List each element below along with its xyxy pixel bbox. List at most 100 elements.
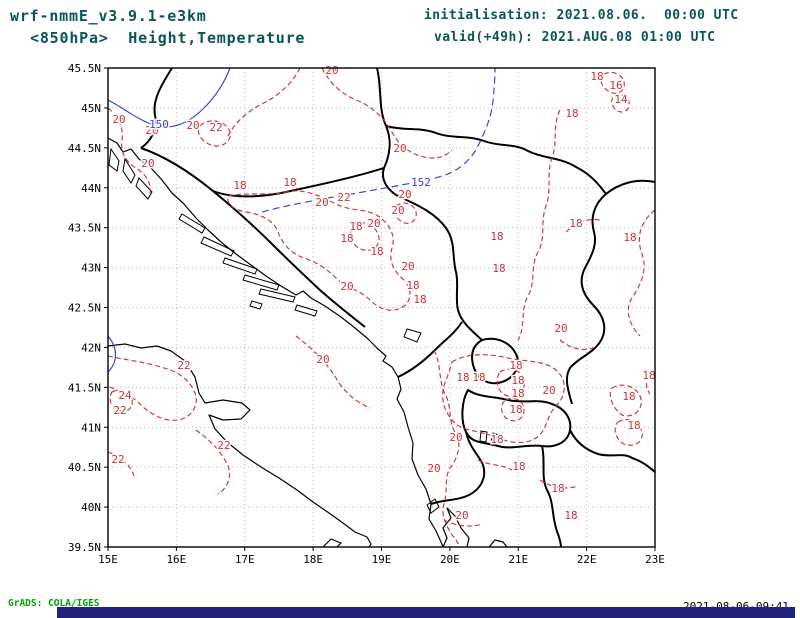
temp-contour [442,354,565,444]
border-path [569,429,656,473]
lat-tick-label: 39.5N [68,541,101,554]
temp-contour [109,389,133,412]
coastline-east-adriatic [107,137,444,548]
lat-tick-label: 43.5N [68,222,101,235]
lake-prespa [490,432,500,445]
temperature-contours [107,67,656,548]
temp-contour-label: 18 [456,371,469,384]
lat-tick-label: 41.5N [68,381,101,394]
country-borders [140,67,656,548]
island [200,236,235,257]
temp-contour [393,202,417,224]
temp-contour-label: 20 [325,64,338,77]
temp-contour-label: 18 [283,176,296,189]
temp-contour-label: 18 [623,231,636,244]
temp-contour-label: 18 [490,230,503,243]
temp-contour-label: 20 [449,431,462,444]
island [135,177,153,200]
lat-tick-label: 45.5N [68,62,101,75]
temp-contour-label: 18 [551,482,564,495]
temp-contour [443,519,483,527]
temp-contour-label: 20 [398,188,411,201]
temp-contour-label: 18 [406,279,419,292]
height-contour-150 [107,67,231,128]
height-contours [107,67,496,373]
temp-contour [614,419,643,446]
coastline-italy [107,343,372,548]
coastlines [107,137,508,548]
lon-tick-label: 22E [577,553,597,566]
temp-contour-label: 18 [627,419,640,432]
temp-contour-label: 20 [542,384,555,397]
lake-ohrid [479,430,488,443]
temp-contour [227,190,411,311]
temp-contour-label: 18 [472,371,485,384]
temp-contour-label: 20 [455,509,468,522]
border-path [430,431,486,505]
island [242,274,280,291]
temp-contour [321,67,453,159]
temp-contour-label: 18 [642,369,655,382]
island-corfu [426,498,440,514]
temp-contour-label: 20 [427,462,440,475]
island [222,257,258,275]
height-contour-152 [261,67,496,213]
temp-contour-label: 14 [614,93,628,106]
temp-contour-label: 22 [177,359,190,372]
temp-contour-label: 18 [509,403,522,416]
temp-contour-label: 18 [512,460,525,473]
lake-skadar [403,328,422,343]
temp-contour-label: 18 [413,293,426,306]
temp-contour-label: 18 [622,390,635,403]
window-edge-bar [57,607,795,618]
temp-contour [517,109,561,341]
lon-tick-label: 17E [235,553,255,566]
temp-contour-label: 20 [145,124,158,137]
temp-contour-label: 18 [340,232,353,245]
border-path [397,321,463,378]
coastline-greece-2 [488,539,508,548]
temp-contour [611,94,630,113]
temp-contour-label: 22 [337,191,350,204]
island [249,300,263,310]
lat-tick-label: 45N [81,102,101,115]
island [108,147,120,172]
temp-contour-label: 18 [349,220,362,233]
temp-contour [350,221,380,251]
lat-tick-label: 43N [81,262,101,275]
lon-tick-label: 19E [372,553,392,566]
coastline-greece [442,507,470,548]
border-path [471,337,520,385]
temp-contour [645,369,656,395]
temp-contour-label: 20 [315,196,328,209]
temp-contour [559,339,599,350]
temp-contour-label: 20 [340,280,353,293]
island [258,288,296,303]
temp-contour-label: 20 [112,113,125,126]
temp-contour-label: 22 [209,121,222,134]
border-path [140,67,173,149]
border-path [565,179,656,405]
grads-credit: GrADS: COLA/IGES [8,598,100,609]
lat-tick-label: 44.5N [68,142,101,155]
temp-contour [107,107,151,195]
temp-contour [195,429,231,495]
temp-contour [107,451,135,477]
height-contour-left [107,335,117,373]
temp-contour-label: 18 [370,245,383,258]
temp-contour-label: 22 [111,453,124,466]
lat-tick-label: 40N [81,501,101,514]
temp-contour-label: 18 [509,359,522,372]
lon-tick-label: 16E [166,553,186,566]
temp-contour [477,459,513,471]
lon-tick-label: 23E [645,553,665,566]
map-frame [107,67,656,548]
temp-contour-label: 20 [391,204,404,217]
temp-contour-label: 16 [609,79,622,92]
model-title: wrf-nmmE_v3.9.1-e3km [10,7,207,25]
island [178,213,206,234]
height-contour-label: 150 [149,118,169,131]
